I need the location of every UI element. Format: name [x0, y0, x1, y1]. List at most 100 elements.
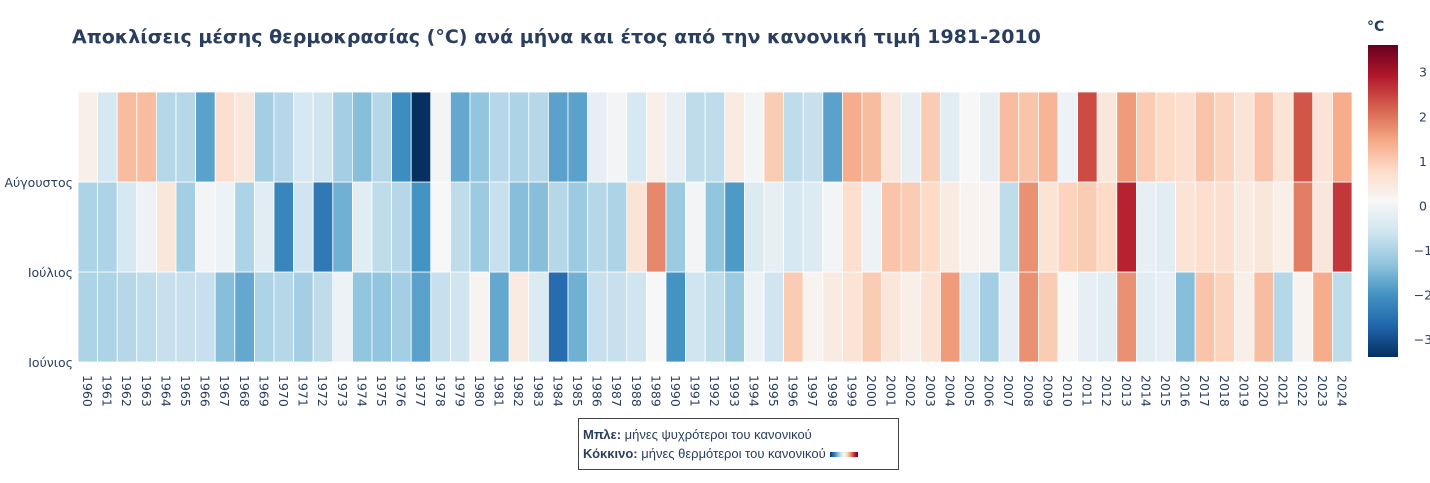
heatmap-cell-1978-1	[430, 181, 451, 273]
x-tick-label: 2021	[1276, 375, 1291, 407]
x-tick-label: 1980	[472, 375, 487, 407]
x-tick-label: 1979	[452, 375, 467, 407]
heatmap-cell-2010-0	[1057, 271, 1079, 363]
x-tick-label: 2011	[1080, 375, 1095, 407]
heatmap-cell-2008-0	[1018, 271, 1039, 363]
heatmap-cell-2016-1	[1175, 181, 1196, 273]
x-axis: 1960 1961 1962 1963 1964 1965 1966 1967 1968 1969…	[80, 375, 1349, 407]
heatmap-cell-2020-2	[1253, 91, 1275, 183]
x-tick-label: 1985	[570, 375, 585, 407]
heatmap-cell-1982-0	[508, 271, 530, 363]
x-tick-label: 1989	[648, 375, 663, 407]
heatmap-cell-1968-2	[234, 91, 255, 183]
heatmap-cell-1993-2	[724, 91, 745, 183]
x-tick-label: 1977	[413, 375, 428, 407]
x-tick-label: 1976	[394, 375, 409, 407]
heatmap-cell-2024-0	[1332, 271, 1353, 363]
heatmap-cell-2012-0	[1096, 271, 1118, 363]
colorbar-tick-label: 1	[1419, 154, 1427, 169]
heatmap-cell-1970-1	[273, 181, 295, 273]
heatmap-cell-1989-0	[646, 271, 667, 363]
heatmap-cell-1999-0	[842, 271, 863, 363]
heatmap-cell-2002-0	[900, 271, 922, 363]
heatmap-cell-1999-2	[842, 91, 863, 183]
heatmap-cell-1974-2	[351, 91, 373, 183]
x-tick-label: 1986	[590, 375, 605, 407]
heatmap-cell-2015-2	[1155, 91, 1177, 183]
x-tick-label: 1964	[158, 375, 173, 407]
heatmap-cell-2011-0	[1077, 271, 1098, 363]
heatmap-cell-1969-2	[253, 91, 275, 183]
heatmap-cell-1978-0	[430, 271, 451, 363]
heatmap-cell-2001-1	[881, 181, 902, 273]
heatmap-cell-1989-2	[646, 91, 667, 183]
heatmap-cell-1986-2	[587, 91, 608, 183]
x-tick-label: 1969	[256, 375, 271, 407]
heatmap-cell-1979-1	[449, 181, 471, 273]
heatmap-cell-1996-1	[783, 181, 804, 273]
heatmap-cell-1970-0	[273, 271, 295, 363]
annotation-red-label: Κόκκινο:	[583, 446, 638, 461]
x-tick-label: 1965	[178, 375, 193, 407]
y-tick-label: Ιούλιος	[28, 265, 73, 280]
heatmap-cell-1979-0	[449, 271, 471, 363]
colorbar-tick-label: 3	[1419, 65, 1427, 80]
x-tick-label: 1991	[688, 375, 703, 407]
x-tick-label: 1967	[217, 375, 232, 407]
colorbar-tick-label: 2	[1419, 109, 1427, 124]
x-tick-label: 1999	[844, 375, 859, 407]
heatmap-cell-2012-1	[1096, 181, 1118, 273]
heatmap-cell-1984-2	[548, 91, 569, 183]
y-tick-label: Ιούνιος	[28, 355, 73, 370]
heatmap-cell-2018-1	[1214, 181, 1235, 273]
heatmap-cell-1997-2	[802, 91, 824, 183]
x-tick-label: 1982	[511, 375, 526, 407]
heatmap-cell-1988-1	[626, 181, 647, 273]
heatmap-cell-1992-0	[704, 271, 726, 363]
mini-colorscale-icon	[829, 452, 858, 458]
x-tick-label: 1978	[433, 375, 448, 407]
heatmap-cell-2022-0	[1292, 271, 1314, 363]
heatmap-cell-2018-2	[1214, 91, 1235, 183]
x-tick-label: 1994	[746, 375, 761, 407]
x-tick-label: 1972	[315, 375, 330, 407]
heatmap-cell-1986-0	[587, 271, 608, 363]
heatmap-cell-2003-0	[920, 271, 941, 363]
heatmap-cell-1994-2	[744, 91, 765, 183]
x-tick-label: 2019	[1236, 375, 1251, 407]
heatmap-cell-1971-2	[293, 91, 314, 183]
heatmap-cell-2013-1	[1116, 181, 1137, 273]
heatmap-cell-2011-1	[1077, 181, 1098, 273]
heatmap-cell-1979-2	[449, 91, 471, 183]
x-tick-label: 1968	[237, 375, 252, 407]
y-axis: Ιούνιος Ιούλιος Αύγουστος	[5, 175, 74, 370]
heatmap-cell-1992-2	[704, 91, 726, 183]
colorbar-tick-label: −2	[1414, 288, 1430, 303]
heatmap-cell-1995-0	[763, 271, 785, 363]
x-tick-label: 1983	[531, 375, 546, 407]
heatmap-cell-1991-1	[685, 181, 706, 273]
heatmap-cell-1981-2	[489, 91, 510, 183]
y-tick-label: Αύγουστος	[5, 175, 74, 190]
heatmap-cell-2018-0	[1214, 271, 1235, 363]
heatmap-cell-2005-1	[959, 181, 981, 273]
heatmap-cell-1985-0	[567, 271, 589, 363]
heatmap-cell-2009-1	[1038, 181, 1059, 273]
heatmap-cell-1997-0	[802, 271, 824, 363]
heatmap-cell-1983-2	[528, 91, 549, 183]
heatmap-cell-2023-1	[1312, 181, 1333, 273]
heatmap-cell-1965-0	[175, 271, 197, 363]
heatmap-cell-2010-1	[1057, 181, 1079, 273]
heatmap-cell-1987-0	[606, 271, 628, 363]
heatmap-cell-1965-1	[175, 181, 197, 273]
heatmap-cell-2023-2	[1312, 91, 1333, 183]
heatmap-cell-2014-2	[1136, 91, 1157, 183]
heatmap-cell-2001-0	[881, 271, 902, 363]
heatmap-cell-2002-2	[900, 91, 922, 183]
heatmap-cell-1993-0	[724, 271, 745, 363]
heatmap-cell-1995-2	[763, 91, 785, 183]
heatmap-cell-2002-1	[900, 181, 922, 273]
heatmap-cell-1988-0	[626, 271, 647, 363]
heatmap-cell-1998-2	[822, 91, 843, 183]
heatmap-cell-1975-2	[371, 91, 393, 183]
